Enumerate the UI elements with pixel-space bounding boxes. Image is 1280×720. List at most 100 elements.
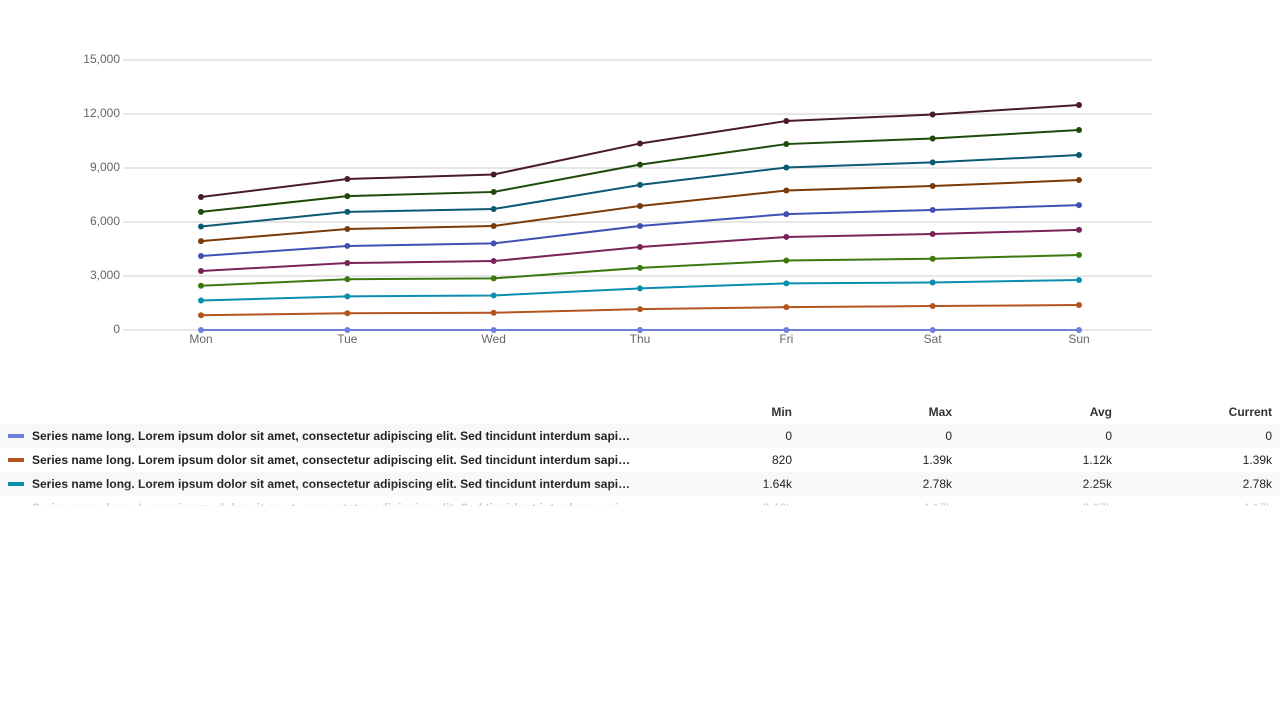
legend-row: Series name long. Lorem ipsum dolor sit …	[0, 472, 1280, 496]
data-point	[783, 187, 790, 194]
data-point	[344, 193, 351, 200]
stat-value: 3.37k	[992, 501, 1112, 506]
series-name: Series name long. Lorem ipsum dolor sit …	[32, 429, 631, 443]
data-point	[929, 327, 936, 333]
data-point	[637, 264, 643, 271]
data-point	[783, 164, 790, 171]
data-point	[929, 111, 936, 118]
stat-value: 0	[785, 429, 792, 443]
data-point	[198, 223, 204, 230]
data-point	[198, 267, 204, 274]
series-line	[200, 228, 1080, 272]
stat-value: 1.64k	[762, 477, 792, 491]
data-point	[929, 135, 936, 142]
stat-value: 1.12k	[1082, 453, 1112, 467]
data-point	[637, 181, 643, 188]
x-tick-label: Wed	[481, 332, 505, 346]
x-tick-label: Sat	[924, 332, 943, 346]
data-point	[490, 206, 497, 213]
stat-value: 4.17k	[832, 501, 952, 506]
data-point	[929, 206, 936, 213]
data-point	[198, 193, 204, 200]
data-point	[929, 303, 936, 310]
data-point	[490, 188, 497, 195]
data-point	[637, 244, 643, 251]
stat-value: 2.78k	[922, 477, 952, 491]
data-point	[490, 258, 497, 265]
data-point	[1076, 127, 1082, 134]
data-point	[783, 141, 790, 148]
data-point	[490, 275, 497, 282]
data-point	[929, 183, 936, 189]
y-tick-label: 6,000	[90, 214, 120, 228]
data-point	[929, 279, 936, 286]
legend-header: Min Max Avg Current	[0, 400, 1280, 424]
data-point	[344, 327, 351, 333]
x-tick-label: Tue	[337, 332, 358, 346]
data-point	[783, 211, 790, 218]
data-point	[490, 309, 497, 316]
stat-value: 0	[945, 429, 952, 443]
data-point	[344, 293, 351, 300]
column-header: Avg	[1089, 405, 1112, 419]
data-point	[1076, 177, 1082, 184]
data-point	[490, 240, 497, 247]
data-point	[1076, 152, 1082, 159]
stat-value: 2.25k	[1082, 477, 1112, 491]
chart: 0 3,000 6,000 9,000 12,000 15,000 Mon Tue Wed Thu…	[83, 52, 1152, 346]
data-point	[344, 208, 351, 215]
data-point	[1076, 102, 1082, 108]
x-tick-label: Sun	[1068, 332, 1089, 346]
data-point	[490, 292, 497, 299]
x-tick-label: Fri	[779, 332, 793, 346]
y-tick-label: 0	[113, 322, 120, 336]
data-point	[637, 306, 643, 313]
data-point	[637, 222, 643, 229]
stat-value: 4.17k	[1152, 501, 1272, 506]
data-point	[783, 233, 790, 240]
stat-value: 1.39k	[922, 453, 952, 467]
data-point	[1076, 226, 1082, 233]
stat-value: 1.39k	[1242, 453, 1272, 467]
stat-value: 820	[771, 453, 792, 467]
column-header: Max	[928, 405, 952, 419]
legend-row: Series name long. Lorem ipsum dolor sit …	[0, 448, 1280, 472]
data-point	[490, 327, 497, 333]
x-tick-label: Mon	[189, 332, 212, 346]
data-point	[783, 118, 790, 125]
data-point	[198, 238, 204, 245]
data-point	[198, 282, 204, 289]
stat-value: 2.46k	[672, 501, 792, 506]
data-point	[344, 242, 351, 249]
y-tick-label: 3,000	[90, 268, 120, 282]
data-point	[783, 280, 790, 287]
data-point	[929, 231, 936, 238]
stat-value: 0	[1105, 429, 1112, 443]
data-point	[929, 255, 936, 262]
legend-table: Min Max Avg Current Series name long. Lorem …	[0, 400, 1280, 506]
data-point	[929, 159, 936, 166]
data-point	[490, 171, 497, 178]
data-point	[344, 260, 351, 267]
data-point	[344, 276, 351, 283]
legend-swatch	[8, 458, 24, 462]
y-tick-label: 15,000	[83, 52, 120, 66]
data-point	[1076, 251, 1082, 258]
data-point	[490, 222, 497, 229]
series-name: Series name long. Lorem ipsum dolor sit …	[32, 501, 630, 506]
data-point	[344, 226, 351, 233]
data-point	[1076, 301, 1082, 308]
series-name: Series name long. Lorem ipsum dolor sit …	[32, 453, 631, 467]
data-point	[783, 304, 790, 311]
data-point	[1076, 276, 1082, 283]
data-point	[198, 327, 204, 333]
data-point	[1076, 202, 1082, 209]
data-point	[344, 175, 351, 182]
data-point	[198, 253, 204, 260]
legend-swatch	[8, 482, 24, 486]
data-point	[783, 327, 790, 333]
series-line	[200, 179, 1080, 243]
legend-row: Series name long. Lorem ipsum dolor sit …	[0, 496, 1280, 506]
y-tick-label: 12,000	[83, 106, 120, 120]
